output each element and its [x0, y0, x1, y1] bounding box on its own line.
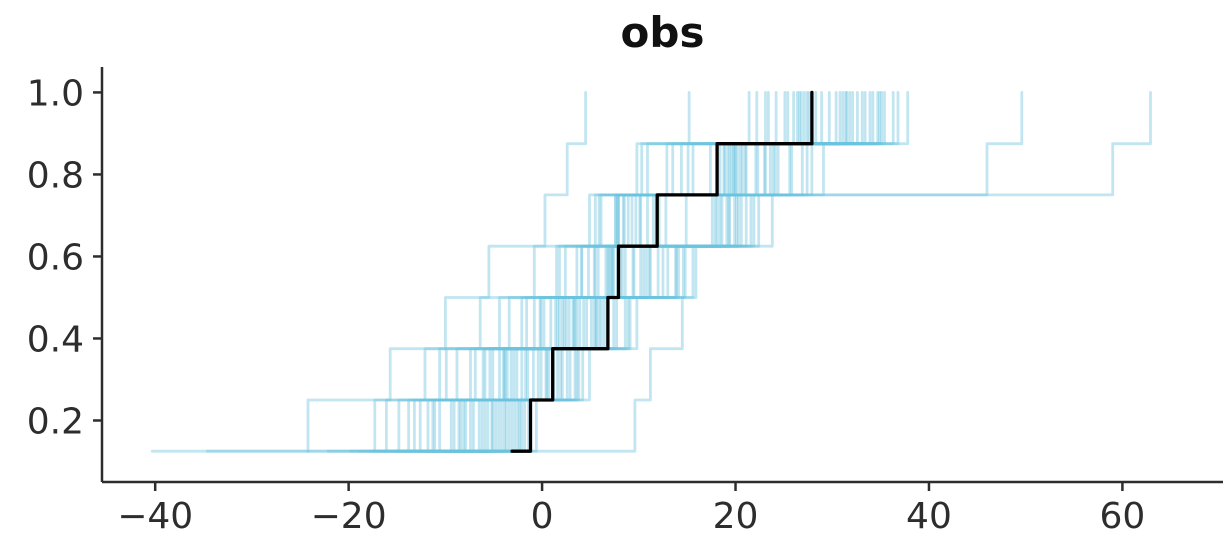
y-axis-tick-label: 1.0: [27, 73, 84, 114]
pp-sample-line: [306, 91, 751, 453]
x-axis-tick-label: −40: [117, 496, 193, 537]
pp-sample-line: [372, 91, 778, 453]
y-axis-tick-label: 0.2: [27, 401, 84, 442]
pp-sample-line: [443, 91, 854, 453]
pp-sample-line: [423, 91, 842, 453]
chart-title: obs: [620, 8, 705, 57]
pp-sample-line: [452, 91, 867, 453]
x-axis-tick-label: 0: [531, 496, 554, 537]
pp-sample-line: [459, 91, 881, 453]
pp-sample-line: [382, 91, 787, 453]
pp-sample-line: [409, 91, 818, 453]
x-axis-tick-label: −20: [311, 496, 387, 537]
pp-sample-line: [377, 91, 790, 453]
pp-sample-line: [478, 91, 900, 453]
pp-sample-line: [467, 91, 880, 453]
pp-sample-line: [326, 91, 759, 453]
pp-sample-line: [392, 91, 795, 453]
pp-sample-line: [414, 91, 823, 453]
pp-sample-line: [432, 91, 831, 453]
x-axis-tick-label: 20: [713, 496, 759, 537]
y-axis-tick-label: 0.4: [27, 319, 84, 360]
y-axis-tick-label: 0.8: [27, 155, 84, 196]
pp-sample-line: [368, 91, 809, 453]
pp-sample-line: [420, 91, 1024, 453]
pp-sample-line: [206, 91, 691, 453]
observed-ecdf-line: [510, 90, 814, 453]
pp-sample-line: [357, 91, 770, 453]
pp-sample-line: [150, 91, 587, 453]
pp-sample-line: [430, 91, 852, 453]
pp-sample-line: [436, 91, 848, 453]
pp-sample-line: [415, 91, 838, 453]
pp-sample-line: [449, 91, 872, 453]
y-axis-tick-label: 0.6: [27, 237, 84, 278]
x-axis-tick-label: 60: [1100, 496, 1146, 537]
pp-sample-line: [447, 91, 864, 453]
x-axis-tick-label: 40: [906, 496, 952, 537]
pp-sample-line: [426, 91, 845, 453]
pp-sample-line: [349, 91, 767, 453]
